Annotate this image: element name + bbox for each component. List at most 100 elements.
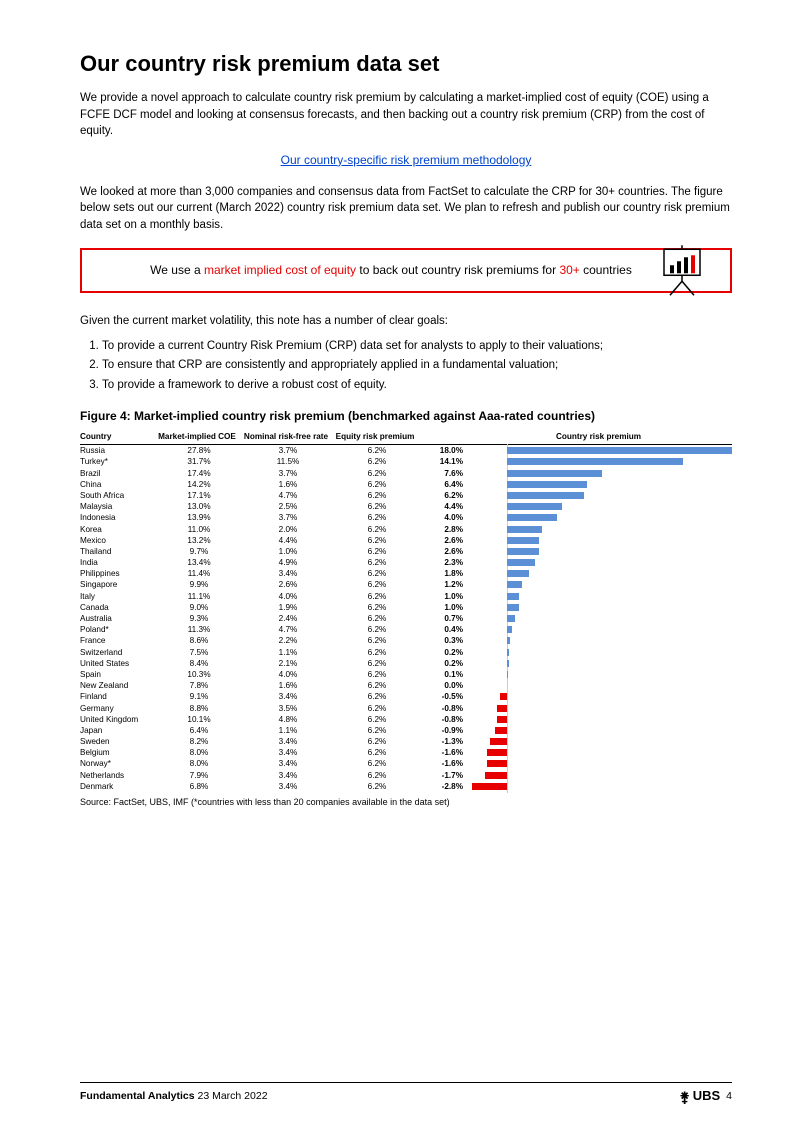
cell-crp: -2.8% bbox=[421, 781, 469, 792]
page-number: 4 bbox=[726, 1089, 732, 1104]
cell-rf: 3.4% bbox=[243, 747, 333, 758]
table-header-row: Country Market-implied COE Nominal risk-… bbox=[80, 431, 732, 445]
table-row: Belgium8.0%3.4%6.2%-1.6% bbox=[80, 747, 732, 758]
cell-crp: 7.6% bbox=[421, 468, 469, 479]
cell-rf: 3.7% bbox=[243, 512, 333, 523]
table-row: Finland9.1%3.4%6.2%-0.5% bbox=[80, 691, 732, 702]
cell-erp: 6.2% bbox=[333, 512, 421, 523]
cell-crp: 0.1% bbox=[421, 669, 469, 680]
cell-country: Germany bbox=[80, 703, 155, 714]
bar bbox=[487, 749, 507, 756]
bar bbox=[507, 503, 562, 510]
table-row: Thailand9.7%1.0%6.2%2.6% bbox=[80, 546, 732, 557]
table-row: Switzerland7.5%1.1%6.2%0.2% bbox=[80, 647, 732, 658]
bar bbox=[507, 660, 510, 667]
cell-erp: 6.2% bbox=[333, 770, 421, 781]
cell-coe: 9.7% bbox=[155, 546, 243, 557]
cell-rf: 2.6% bbox=[243, 579, 333, 590]
cell-coe: 10.1% bbox=[155, 714, 243, 725]
cell-rf: 1.1% bbox=[243, 647, 333, 658]
table-row: Germany8.8%3.5%6.2%-0.8% bbox=[80, 702, 732, 713]
cell-crp: -0.5% bbox=[421, 691, 469, 702]
cell-coe: 7.5% bbox=[155, 647, 243, 658]
easel-chart-icon bbox=[656, 244, 710, 303]
cell-coe: 8.0% bbox=[155, 758, 243, 769]
cell-bar bbox=[469, 569, 732, 578]
bar bbox=[507, 570, 530, 577]
cell-coe: 13.9% bbox=[155, 512, 243, 523]
ubs-logo-text: UBS bbox=[693, 1087, 720, 1106]
cell-erp: 6.2% bbox=[333, 579, 421, 590]
cell-coe: 17.4% bbox=[155, 468, 243, 479]
context-paragraph: We looked at more than 3,000 companies a… bbox=[80, 184, 732, 234]
cell-country: South Africa bbox=[80, 490, 155, 501]
cell-country: Malaysia bbox=[80, 501, 155, 512]
cell-rf: 1.6% bbox=[243, 479, 333, 490]
cell-bar bbox=[469, 480, 732, 489]
bar bbox=[507, 637, 511, 644]
cell-crp: 14.1% bbox=[421, 456, 469, 467]
cell-erp: 6.2% bbox=[333, 691, 421, 702]
table-row: South Africa17.1%4.7%6.2%6.2% bbox=[80, 490, 732, 501]
callout-box: We use a market implied cost of equity t… bbox=[80, 248, 732, 293]
figure-footnote: Source: FactSet, UBS, IMF (*countries wi… bbox=[80, 796, 732, 809]
bar bbox=[507, 581, 522, 588]
cell-erp: 6.2% bbox=[333, 557, 421, 568]
cell-coe: 8.6% bbox=[155, 635, 243, 646]
cell-country: United States bbox=[80, 658, 155, 669]
cell-crp: 2.6% bbox=[421, 546, 469, 557]
cell-rf: 3.4% bbox=[243, 568, 333, 579]
cell-erp: 6.2% bbox=[333, 456, 421, 467]
cell-country: Thailand bbox=[80, 546, 155, 557]
cell-country: Russia bbox=[80, 445, 155, 456]
bar bbox=[507, 470, 602, 477]
bar bbox=[495, 727, 506, 734]
cell-crp: 6.2% bbox=[421, 490, 469, 501]
table-row: China14.2%1.6%6.2%6.4% bbox=[80, 479, 732, 490]
cell-rf: 2.5% bbox=[243, 501, 333, 512]
cell-country: Indonesia bbox=[80, 512, 155, 523]
cell-coe: 9.3% bbox=[155, 613, 243, 624]
cell-bar bbox=[469, 648, 732, 657]
cell-bar bbox=[469, 636, 732, 645]
cell-crp: 4.0% bbox=[421, 512, 469, 523]
cell-erp: 6.2% bbox=[333, 635, 421, 646]
table-row: Malaysia13.0%2.5%6.2%4.4% bbox=[80, 501, 732, 512]
cell-rf: 4.7% bbox=[243, 490, 333, 501]
cell-bar bbox=[469, 704, 732, 713]
cell-crp: 0.0% bbox=[421, 680, 469, 691]
cell-crp: 6.4% bbox=[421, 479, 469, 490]
cell-erp: 6.2% bbox=[333, 501, 421, 512]
page-title: Our country risk premium data set bbox=[80, 48, 732, 80]
cell-crp: -1.7% bbox=[421, 770, 469, 781]
cell-rf: 3.4% bbox=[243, 758, 333, 769]
cell-coe: 13.4% bbox=[155, 557, 243, 568]
bar bbox=[507, 492, 585, 499]
cell-coe: 11.0% bbox=[155, 524, 243, 535]
table-row: France8.6%2.2%6.2%0.3% bbox=[80, 635, 732, 646]
cell-coe: 9.1% bbox=[155, 691, 243, 702]
cell-country: Netherlands bbox=[80, 770, 155, 781]
cell-coe: 14.2% bbox=[155, 479, 243, 490]
cell-coe: 13.0% bbox=[155, 501, 243, 512]
figure-title: Figure 4: Market-implied country risk pr… bbox=[80, 408, 732, 425]
cell-coe: 31.7% bbox=[155, 456, 243, 467]
cell-bar bbox=[469, 737, 732, 746]
bar bbox=[507, 649, 510, 656]
methodology-link[interactable]: Our country-specific risk premium method… bbox=[281, 153, 532, 167]
cell-rf: 3.7% bbox=[243, 445, 333, 456]
cell-crp: -1.6% bbox=[421, 758, 469, 769]
cell-bar bbox=[469, 457, 732, 466]
cell-coe: 13.2% bbox=[155, 535, 243, 546]
cell-crp: 1.0% bbox=[421, 602, 469, 613]
cell-crp: -0.8% bbox=[421, 703, 469, 714]
bar bbox=[507, 559, 536, 566]
table-row: Poland*11.3%4.7%6.2%0.4% bbox=[80, 624, 732, 635]
cell-country: Turkey* bbox=[80, 456, 155, 467]
header-chart: Country risk premium bbox=[469, 431, 732, 442]
goals-list: To provide a current Country Risk Premiu… bbox=[102, 338, 732, 394]
cell-erp: 6.2% bbox=[333, 568, 421, 579]
cell-bar bbox=[469, 771, 732, 780]
cell-erp: 6.2% bbox=[333, 758, 421, 769]
cell-bar bbox=[469, 726, 732, 735]
